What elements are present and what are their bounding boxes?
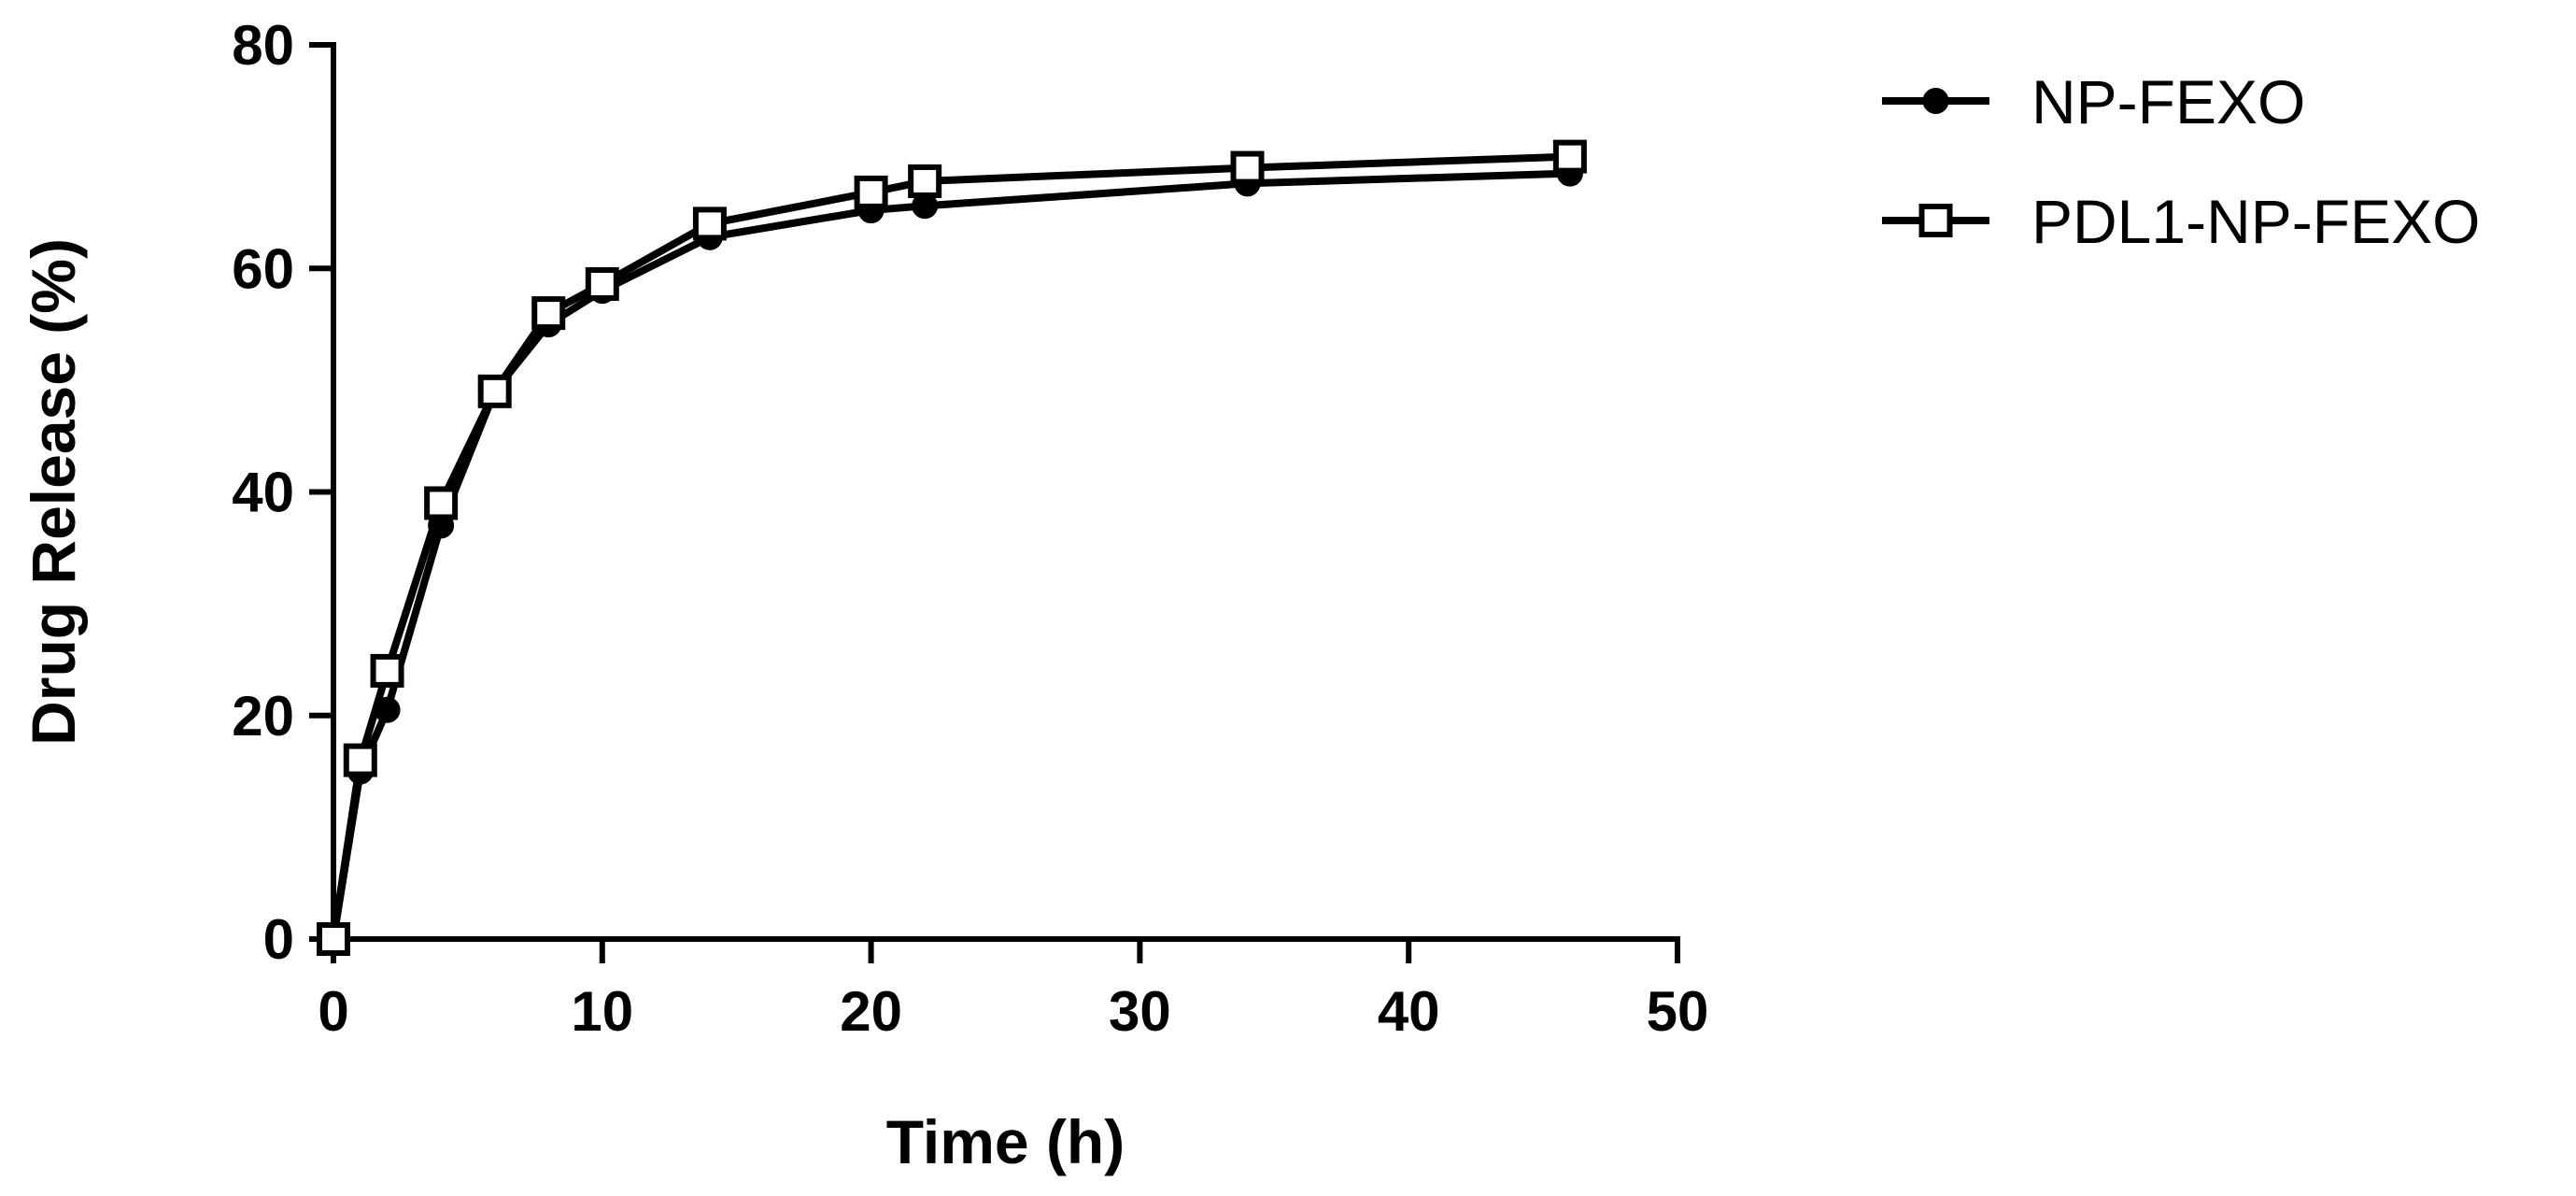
data-point — [370, 653, 404, 688]
legend-item: PDL1-NP-FEXO — [1882, 187, 2480, 256]
x-tick-label: 40 — [1378, 980, 1440, 1043]
data-point — [343, 743, 377, 777]
legend-marker — [1922, 88, 1949, 114]
x-ticks: 0 10 20 30 40 50 — [318, 939, 1708, 1043]
legend-label: NP-FEXO — [2031, 67, 2305, 136]
y-tick-label: 0 — [263, 908, 294, 971]
x-tick-label: 0 — [318, 980, 348, 1043]
series-2 — [317, 139, 1587, 956]
data-point — [692, 206, 727, 241]
legend-label: PDL1-NP-FEXO — [2031, 187, 2480, 256]
y-ticks: 0 20 40 60 80 — [232, 14, 333, 971]
data-point — [424, 486, 459, 520]
data-point — [531, 296, 566, 331]
data-point — [1552, 139, 1587, 174]
y-tick-label: 60 — [232, 237, 294, 300]
x-axis-title: Time (h) — [886, 1107, 1125, 1176]
x-tick-label: 50 — [1647, 980, 1709, 1043]
data-point — [477, 374, 512, 408]
x-tick-label: 10 — [571, 980, 633, 1043]
legend-item: NP-FEXO — [1882, 67, 2305, 136]
y-tick-label: 80 — [232, 14, 294, 77]
series — [317, 139, 1587, 956]
data-point — [1230, 150, 1265, 185]
series-1 — [320, 160, 1583, 952]
y-axis-title: Drug Release (%) — [19, 238, 88, 746]
data-point — [585, 266, 619, 301]
series-line — [330, 152, 1574, 943]
legend: NP-FEXO PDL1-NP-FEXO — [1882, 67, 2480, 256]
y-tick-label: 40 — [232, 462, 294, 524]
data-point — [317, 922, 350, 956]
series-line — [330, 169, 1574, 943]
y-tick-label: 20 — [232, 685, 294, 748]
x-tick-label: 30 — [1109, 980, 1171, 1043]
legend-marker — [1918, 204, 1953, 237]
data-point — [854, 175, 888, 209]
data-point — [908, 164, 942, 198]
x-tick-label: 20 — [840, 980, 902, 1043]
